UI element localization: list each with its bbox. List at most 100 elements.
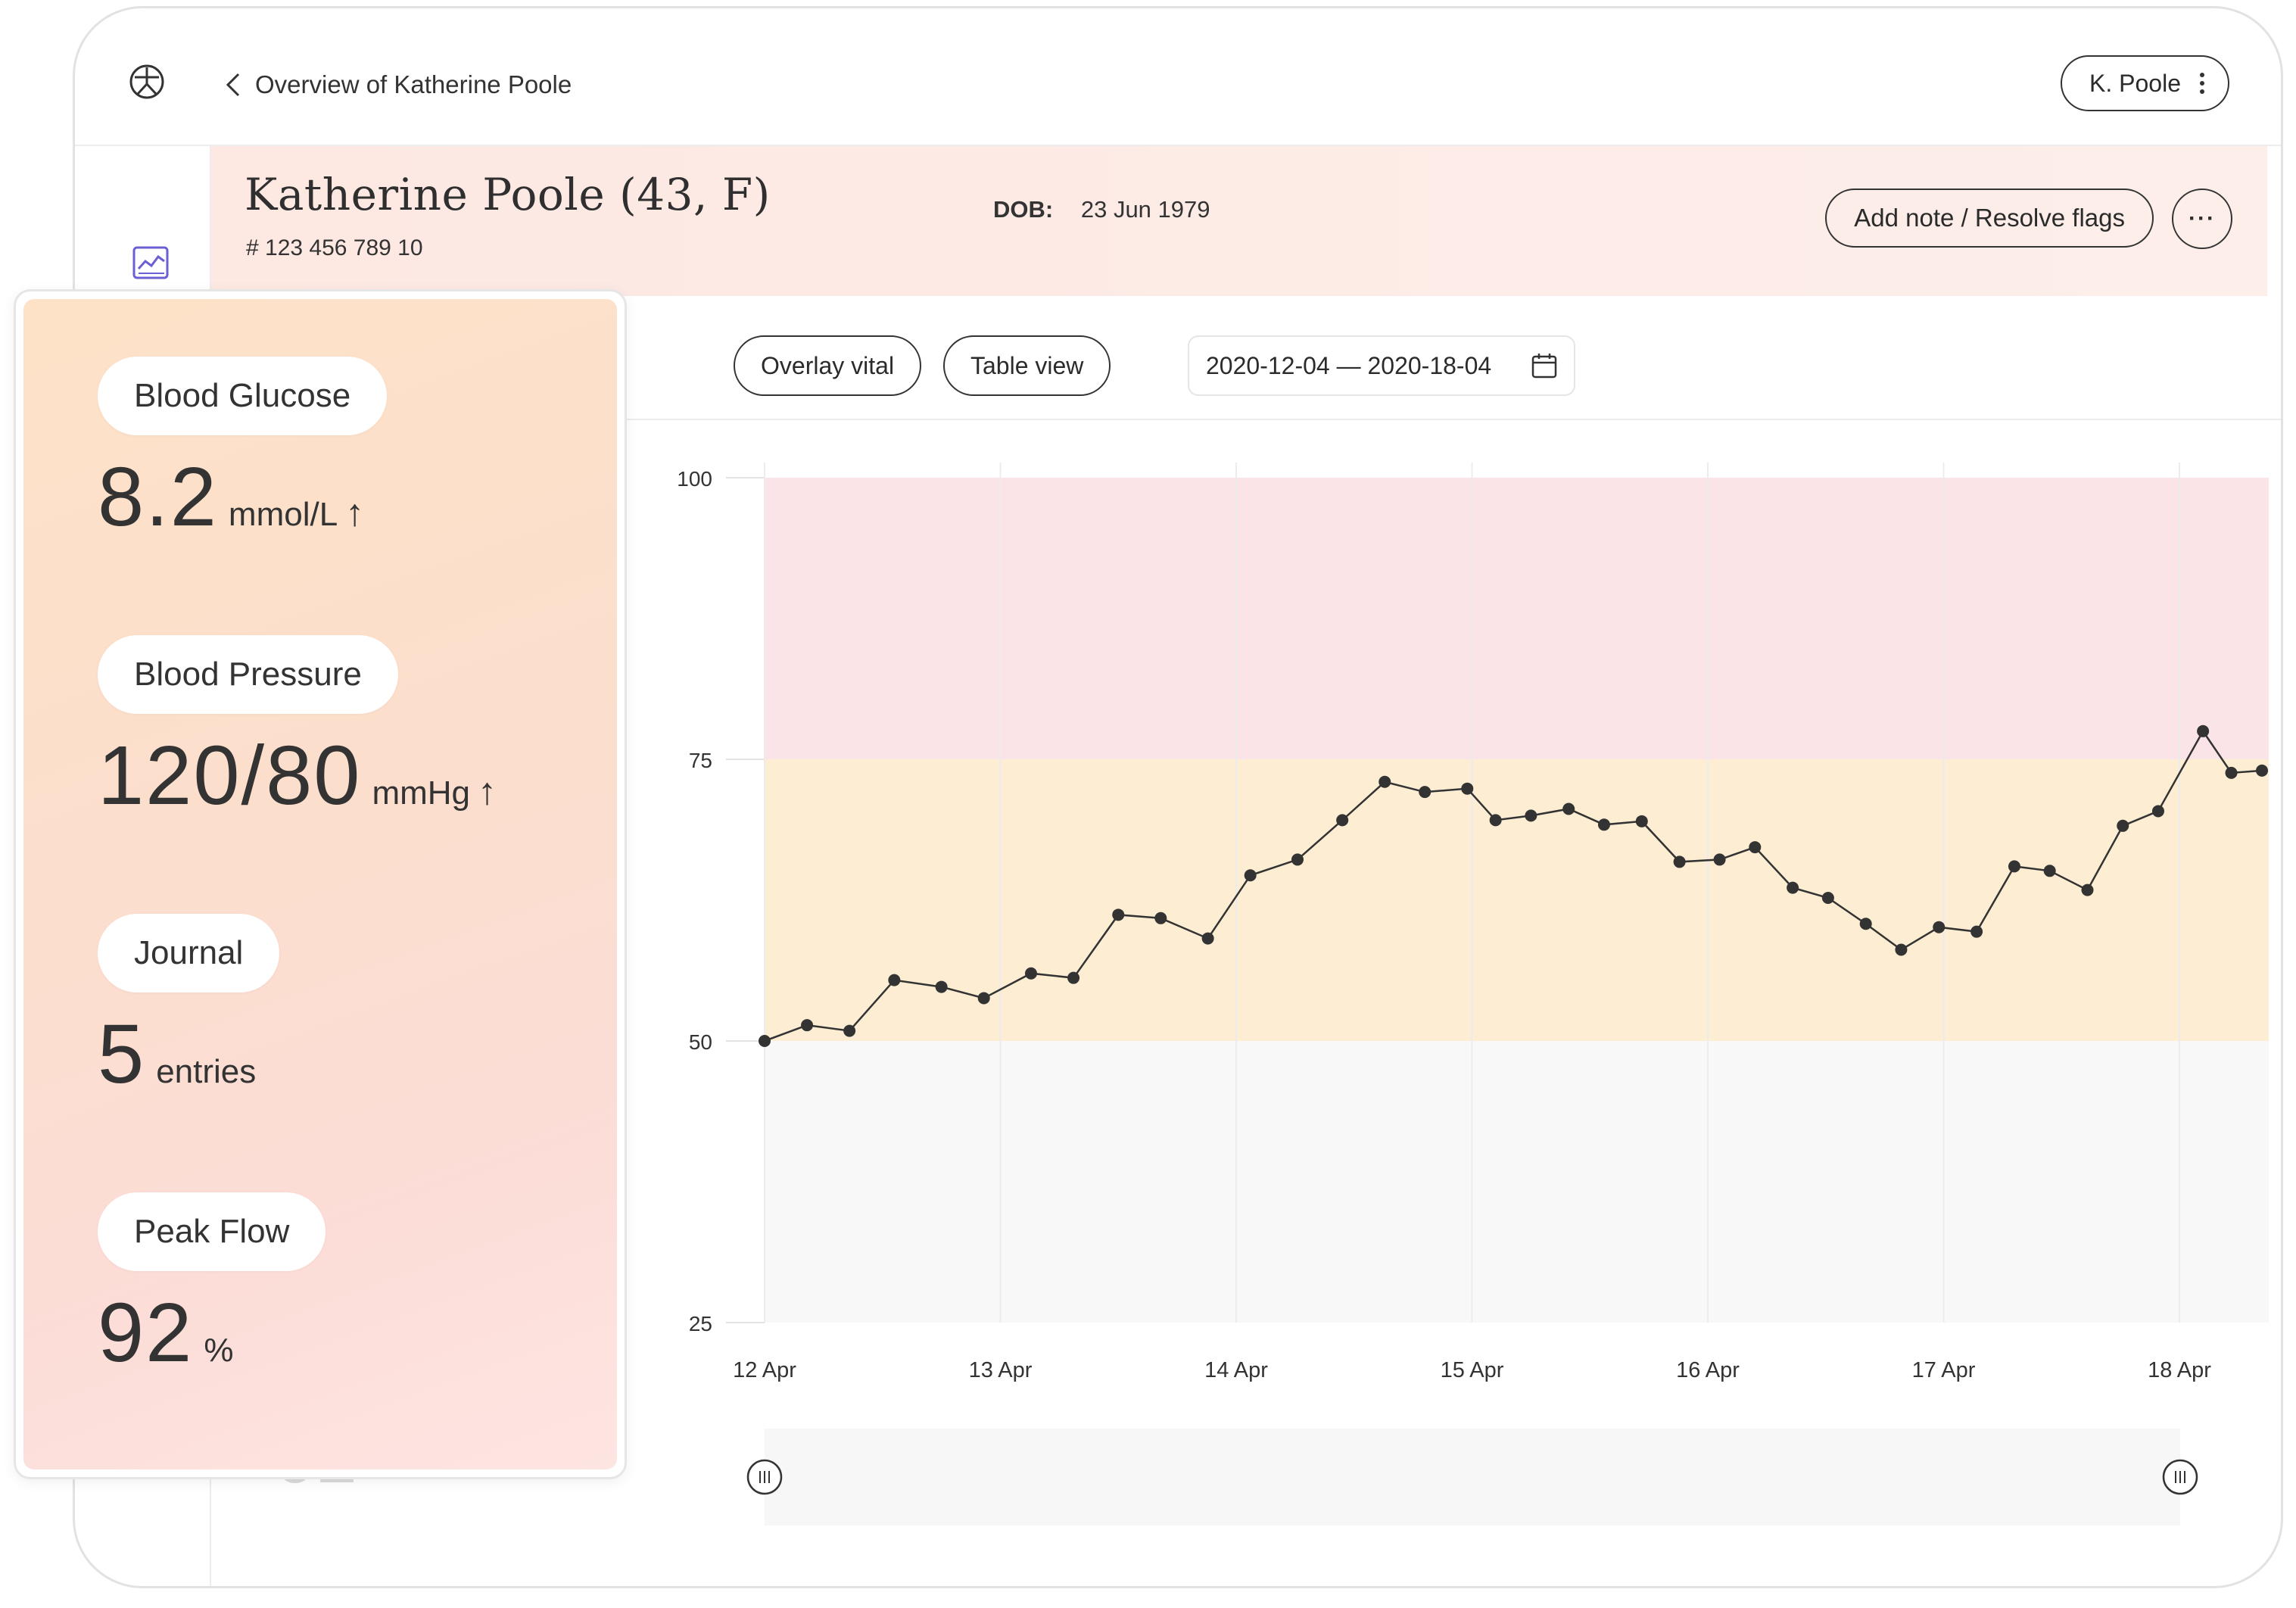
data-point	[2081, 883, 2094, 896]
data-point	[2225, 766, 2238, 779]
data-point	[2256, 764, 2269, 777]
date-range-picker[interactable]: 2020-12-04 — 2020-18-04	[1188, 335, 1575, 396]
x-tick-label: 16 Apr	[1676, 1358, 1740, 1382]
add-note-button[interactable]: Add note / Resolve flags	[1825, 189, 2154, 248]
metric-label: Blood Pressure	[98, 635, 398, 714]
metric-number: 5	[98, 1008, 146, 1101]
patient-name: Katherine Poole (43, F)	[245, 169, 771, 220]
data-point	[1461, 782, 1474, 795]
chart-band	[765, 1041, 2269, 1323]
data-point	[888, 974, 901, 986]
user-name: K. Poole	[2089, 69, 2181, 97]
app-logo-icon	[129, 64, 164, 99]
metric-peak-flow[interactable]: Peak Flow 92%	[98, 1192, 326, 1381]
metric-label: Journal	[98, 914, 280, 993]
data-point	[1597, 818, 1610, 831]
user-menu-button[interactable]: K. Poole	[2061, 55, 2229, 111]
calendar-icon	[1531, 354, 1557, 379]
data-point	[1749, 841, 1762, 854]
data-point	[1244, 869, 1257, 882]
data-point	[1291, 853, 1304, 866]
more-options-button[interactable]: ···	[2172, 189, 2232, 249]
chart-band	[765, 478, 2269, 759]
metric-unit: mmHg	[372, 774, 471, 812]
data-point	[801, 1019, 814, 1032]
metric-number: 120/80	[98, 729, 362, 822]
metric-value: 8.2 mmol/L ↑	[98, 449, 387, 545]
data-point	[1336, 814, 1349, 827]
data-point	[1562, 802, 1575, 815]
metric-unit: mmol/L	[228, 496, 338, 533]
range-end-handle[interactable]	[2162, 1459, 2198, 1495]
dob-value: 23 Jun 1979	[1080, 196, 1210, 223]
overlay-background	[23, 299, 617, 1469]
x-tick-label: 12 Apr	[733, 1358, 796, 1382]
vitals-summary-overlay: Blood Glucose 8.2 mmol/L ↑ Blood Pressure …	[14, 289, 627, 1479]
metric-unit: entries	[156, 1053, 257, 1090]
data-point	[1379, 775, 1391, 788]
metric-blood-pressure[interactable]: Blood Pressure 120/80 mmHg ↑	[98, 635, 497, 824]
table-view-button[interactable]: Table view	[943, 335, 1111, 396]
metric-value: 92%	[98, 1285, 326, 1381]
y-tick-label: 25	[689, 1312, 712, 1335]
data-point	[2117, 819, 2129, 832]
y-tick-label: 50	[689, 1030, 712, 1054]
data-point	[1635, 815, 1648, 827]
x-tick-label: 15 Apr	[1441, 1358, 1504, 1382]
data-point	[1787, 881, 1799, 894]
kebab-menu-icon	[2200, 73, 2204, 94]
x-tick-label: 14 Apr	[1204, 1358, 1268, 1382]
data-point	[1713, 853, 1726, 866]
arrow-up-icon: ↑	[478, 770, 497, 812]
vital-line-chart: 100 75 50 25 12 Apr 13 Apr 14 Apr 15 Apr 16 Apr 1…	[677, 463, 2269, 1525]
metric-number: 92	[98, 1286, 194, 1379]
back-link-label: Overview of Katherine Poole	[255, 70, 572, 98]
chevron-left-icon	[226, 73, 240, 97]
data-point	[1970, 925, 1983, 938]
x-tick-label: 17 Apr	[1912, 1358, 1976, 1382]
metric-journal[interactable]: Journal 5 entries	[98, 914, 280, 1102]
metric-label: Blood Glucose	[98, 357, 388, 435]
top-bar: Overview of Katherine Poole K. Poole	[75, 8, 2281, 146]
x-tick-label: 18 Apr	[2148, 1358, 2211, 1382]
data-point	[1859, 918, 1872, 930]
chart-toolbar: Overlay vital Table view 2020-12-04 — 20…	[211, 298, 2281, 420]
x-tick-label: 13 Apr	[969, 1358, 1033, 1382]
data-point	[1895, 943, 1908, 956]
date-of-birth: DOB: 23 Jun 1979	[993, 196, 1210, 223]
patient-id: # 123 456 789 10	[246, 235, 423, 260]
data-point	[2043, 865, 2056, 877]
data-point	[2197, 725, 2210, 737]
metric-number: 8.2	[98, 450, 218, 544]
range-start-handle[interactable]	[746, 1459, 783, 1495]
data-point	[977, 992, 990, 1005]
data-point	[1154, 912, 1167, 924]
data-point	[935, 980, 948, 993]
chart-icon[interactable]	[132, 246, 169, 279]
data-point	[2008, 860, 2020, 873]
date-range-value: 2020-12-04 — 2020-18-04	[1206, 351, 1492, 379]
range-slider-track	[765, 1429, 2180, 1525]
dob-label: DOB:	[993, 196, 1054, 223]
back-link[interactable]: Overview of Katherine Poole	[225, 70, 572, 99]
arrow-up-icon: ↑	[345, 491, 365, 534]
data-point	[1933, 921, 1946, 933]
patient-header: Katherine Poole (43, F) # 123 456 789 10…	[211, 146, 2267, 296]
metric-value: 120/80 mmHg ↑	[98, 728, 497, 824]
data-point	[1201, 932, 1214, 945]
data-point	[1024, 967, 1037, 980]
metric-label: Peak Flow	[98, 1192, 326, 1271]
data-point	[1067, 971, 1080, 984]
y-tick-label: 100	[677, 467, 712, 491]
metric-unit: %	[204, 1332, 234, 1369]
metric-blood-glucose[interactable]: Blood Glucose 8.2 mmol/L ↑	[98, 357, 388, 545]
y-tick-label: 75	[689, 749, 712, 772]
data-point	[2151, 805, 2164, 818]
chart-band	[765, 759, 2269, 1041]
data-point	[1489, 814, 1502, 827]
data-point	[1673, 855, 1686, 868]
data-point	[843, 1024, 856, 1037]
data-point	[1419, 786, 1431, 799]
data-point	[759, 1035, 771, 1047]
overlay-vital-button[interactable]: Overlay vital	[734, 335, 922, 396]
